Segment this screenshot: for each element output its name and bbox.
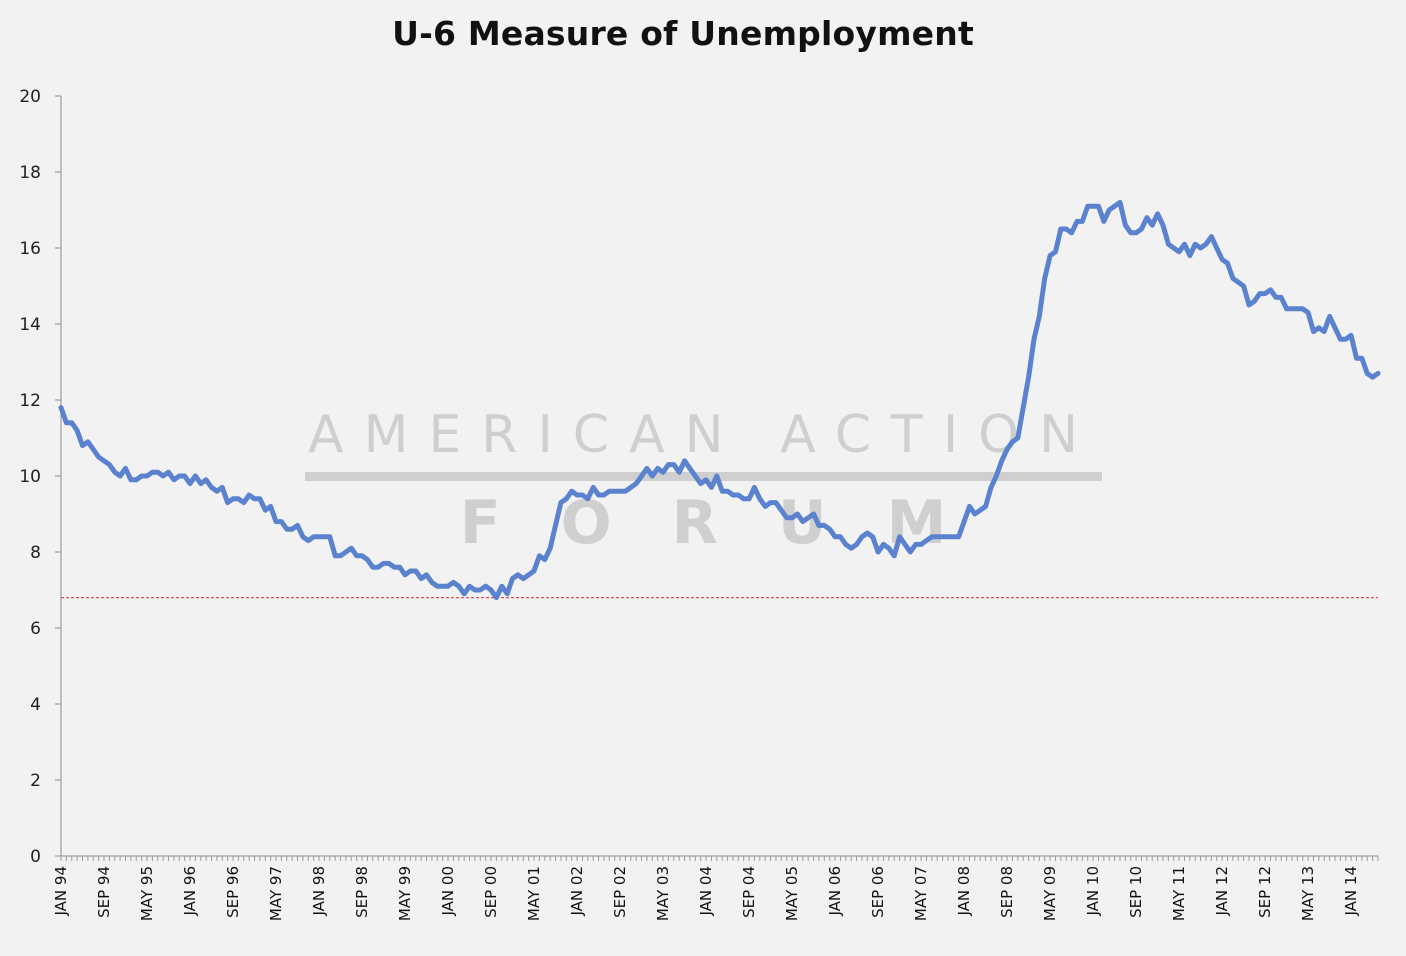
x-tick-label: MAY 05 (783, 866, 801, 921)
y-tick-label: 0 (30, 847, 41, 867)
y-tick-label: 12 (19, 391, 41, 411)
x-tick-label: MAY 03 (654, 866, 672, 921)
x-tick-label: JAN 98 (310, 866, 328, 917)
x-tick-label: JAN 00 (439, 866, 457, 917)
watermark-line2: FORUM (460, 488, 1007, 558)
x-tick-label: MAY 09 (1041, 866, 1059, 921)
x-tick-label: MAY 97 (267, 866, 285, 921)
x-tick-label: JAN 96 (181, 866, 199, 917)
x-tick-label: SEP 96 (224, 866, 242, 918)
x-tick-label: MAY 13 (1299, 866, 1317, 921)
y-tick-label: 16 (19, 239, 41, 259)
x-tick-label: JAN 94 (52, 866, 70, 917)
y-tick-label: 8 (30, 543, 41, 563)
x-tick-label: MAY 99 (396, 866, 414, 921)
x-tick-label: JAN 04 (697, 866, 715, 917)
x-tick-label: JAN 08 (955, 866, 973, 917)
x-tick-label: JAN 12 (1213, 866, 1231, 917)
x-tick-label: SEP 12 (1256, 866, 1274, 918)
y-tick-label: 2 (30, 771, 41, 791)
x-tick-label: JAN 06 (826, 866, 844, 917)
y-tick-label: 14 (19, 315, 41, 335)
x-tick-label: SEP 98 (353, 866, 371, 918)
y-tick-label: 10 (19, 467, 41, 487)
watermark-line1: AMERICAN ACTION (308, 405, 1098, 465)
watermark-logo: AMERICAN ACTION FORUM (305, 405, 1102, 558)
x-tick-label: MAY 95 (138, 866, 156, 921)
y-tick-label: 4 (30, 695, 41, 715)
x-tick-label: SEP 10 (1127, 866, 1145, 918)
y-tick-label: 6 (30, 619, 41, 639)
y-tick-label: 18 (19, 163, 41, 183)
chart-title: U-6 Measure of Unemployment (392, 14, 974, 53)
series-line-u6 (58, 199, 1381, 601)
x-tick-label: JAN 14 (1342, 866, 1360, 917)
x-tick-label: JAN 10 (1084, 866, 1102, 917)
axes: 0 2 4 6 8 10 12 14 16 18 20 JAN 94 SEP 94 MAY 95 JAN 9… (19, 87, 1379, 921)
y-tick-label: 20 (19, 87, 41, 107)
series-group (58, 199, 1381, 601)
x-tick-label: SEP 06 (869, 866, 887, 918)
x-tick-label: MAY 01 (525, 866, 543, 921)
x-tick-label: SEP 08 (998, 866, 1016, 918)
watermark-bar (305, 472, 1102, 481)
x-tick-label: SEP 94 (95, 866, 113, 918)
x-tick-label: MAY 07 (912, 866, 930, 921)
x-tick-label: JAN 02 (568, 866, 586, 917)
x-tick-label: MAY 11 (1170, 866, 1188, 921)
x-tick-label: SEP 04 (740, 866, 758, 918)
x-tick-label: SEP 02 (611, 866, 629, 918)
x-tick-label: SEP 00 (482, 866, 500, 918)
